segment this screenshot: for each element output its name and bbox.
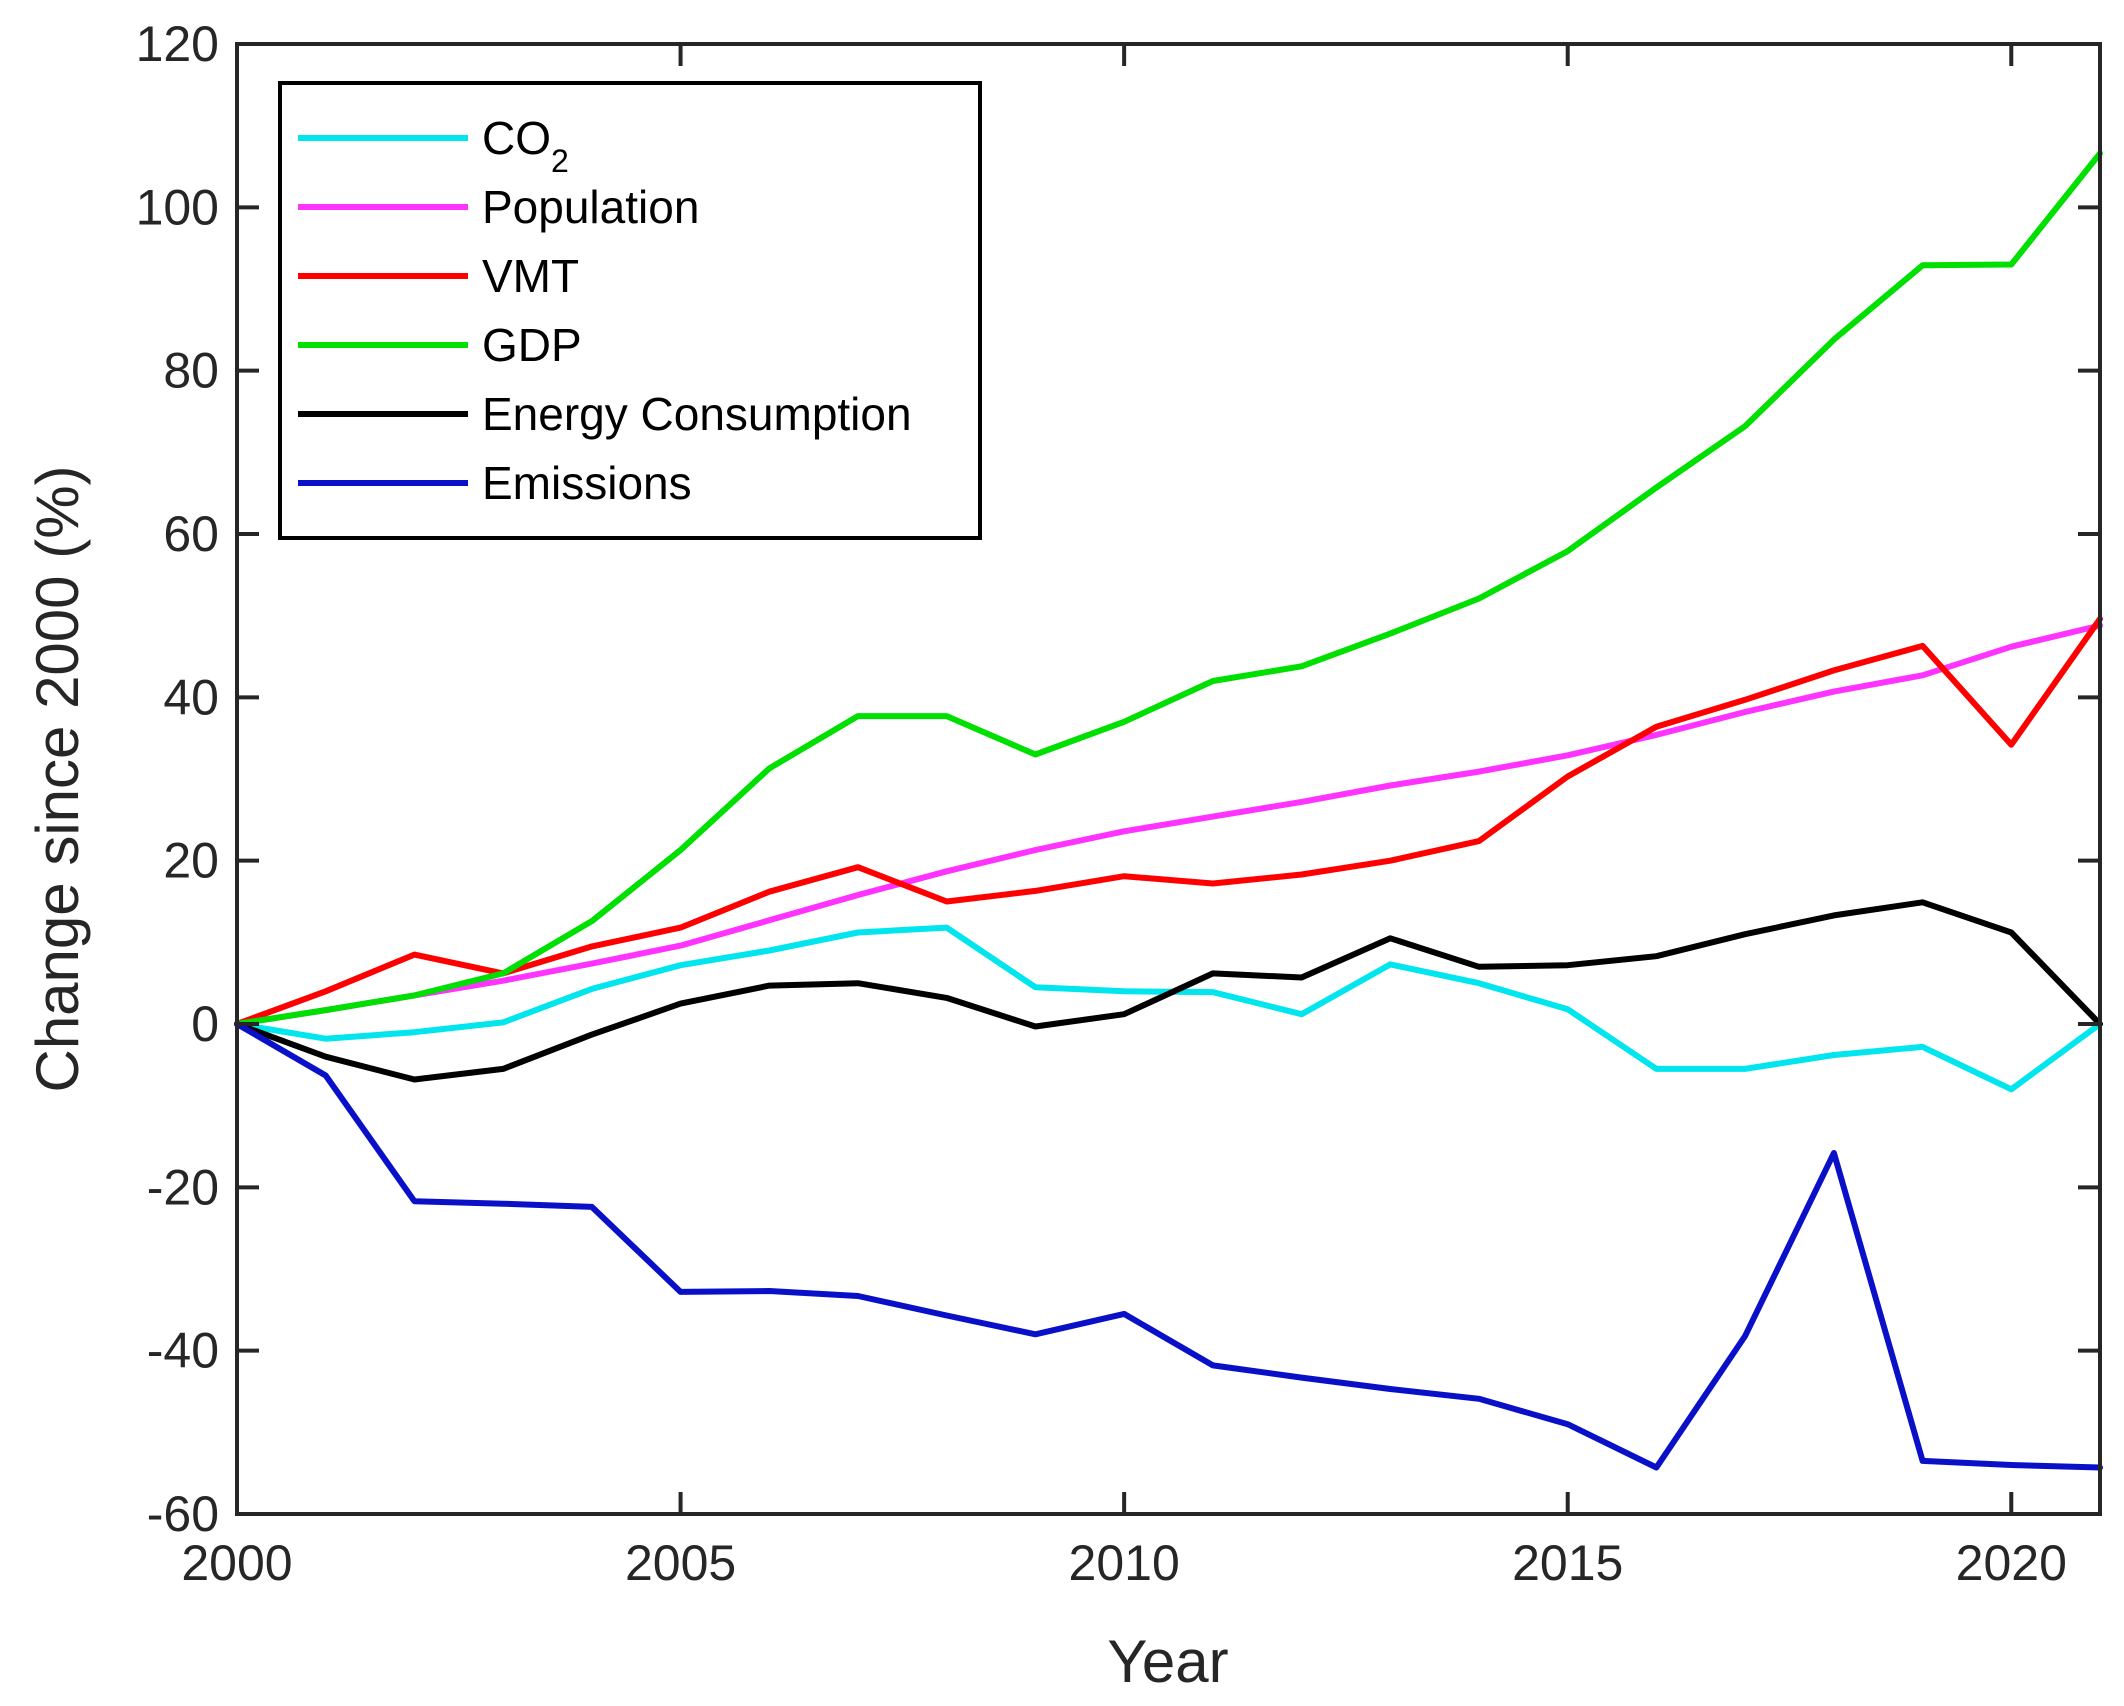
x-tick-label: 2000 — [181, 1535, 292, 1591]
tick-layer: 2000 2005 2010 2015 2020 -60 -40 -20 0 20 40 60 80 10… — [136, 16, 2100, 1591]
legend-label: GDP — [482, 319, 582, 371]
y-tick-label: 40 — [163, 669, 219, 725]
x-axis-title: Year — [1107, 1628, 1228, 1695]
legend-label-subscript: 2 — [551, 143, 569, 179]
y-tick-label: -60 — [147, 1486, 219, 1542]
y-axis-title: Change since 2000 (%) — [24, 465, 91, 1092]
x-tick-label: 2010 — [1069, 1535, 1180, 1591]
x-tick-label: 2015 — [1512, 1535, 1623, 1591]
legend-label: Emissions — [482, 457, 692, 509]
x-tick-label: 2005 — [625, 1535, 736, 1591]
y-tick-label: -20 — [147, 1159, 219, 1215]
series-line-emissions — [234, 1021, 2103, 1471]
legend-box — [278, 81, 982, 540]
series-line-energy-consumption — [234, 899, 2103, 1083]
series-line-vmt — [234, 615, 2103, 1027]
legend-label: VMT — [482, 250, 579, 302]
y-tick-label: 0 — [191, 996, 219, 1052]
y-tick-label: 60 — [163, 506, 219, 562]
legend-label: Energy Consumption — [482, 388, 912, 440]
legend-label: Population — [482, 181, 699, 233]
y-tick-label: -40 — [147, 1323, 219, 1379]
series-line-gdp — [234, 150, 2103, 1027]
y-tick-label: 20 — [163, 833, 219, 889]
series-line-population — [234, 622, 2103, 1027]
plot-frame — [235, 42, 2102, 1516]
x-tick-label: 2020 — [1956, 1535, 2067, 1591]
series-layer — [234, 150, 2103, 1471]
y-tick-label: 80 — [163, 343, 219, 399]
y-tick-label: 120 — [136, 16, 219, 72]
y-tick-label: 100 — [136, 179, 219, 235]
